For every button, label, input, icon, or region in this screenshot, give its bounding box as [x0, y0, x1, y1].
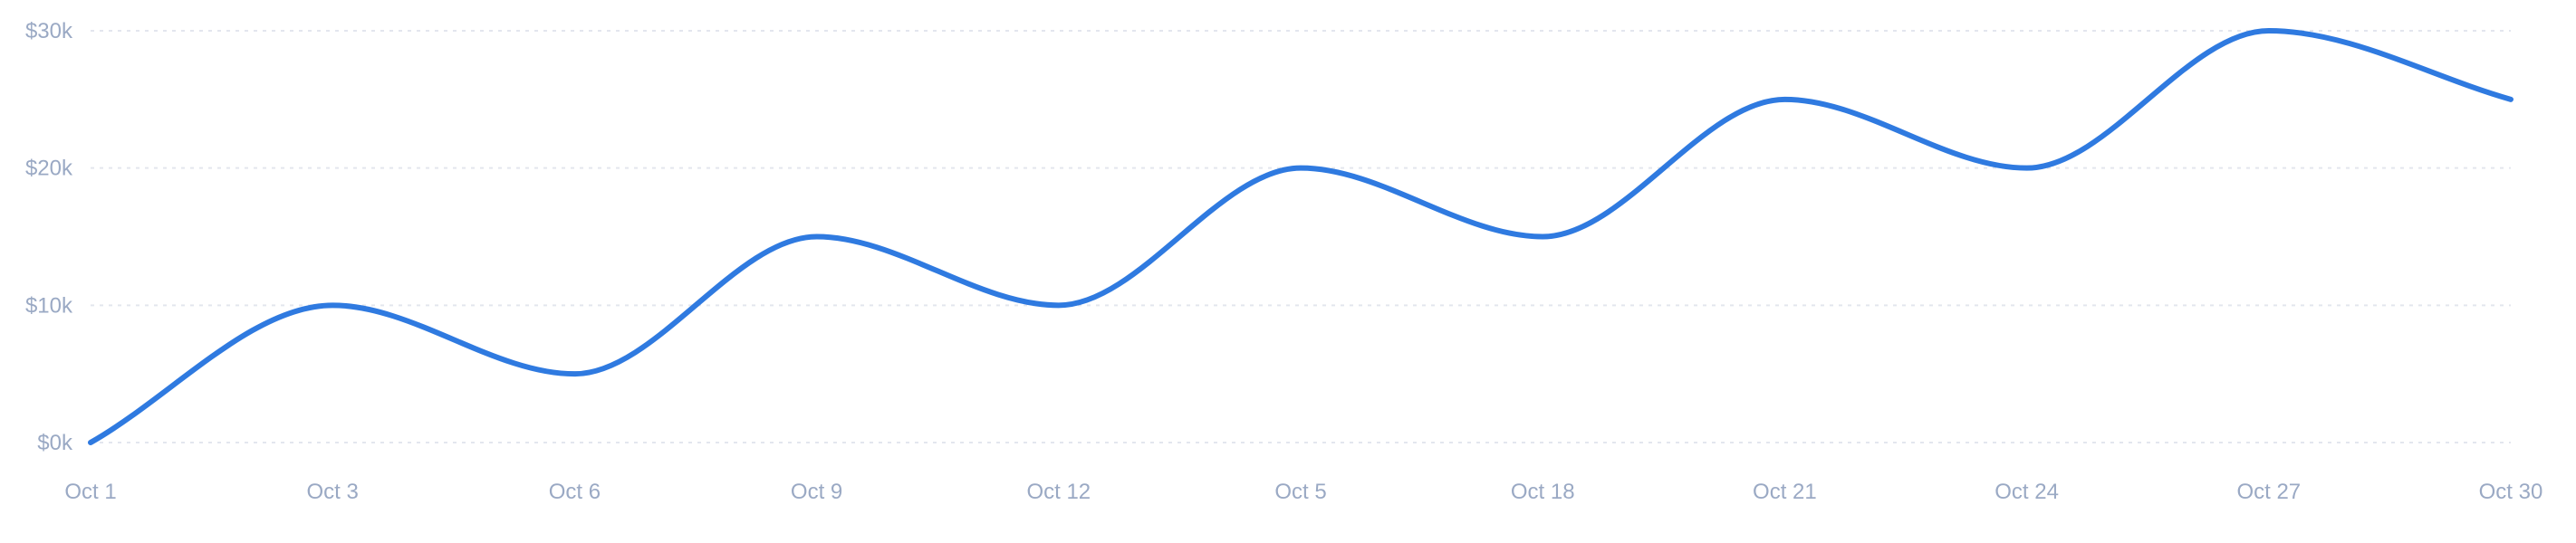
x-tick-label: Oct 3	[307, 480, 359, 504]
y-tick-label: $30k	[25, 19, 73, 43]
x-tick-label: Oct 5	[1274, 480, 1326, 504]
x-tick-label: Oct 24	[1994, 480, 2059, 504]
x-tick-label: Oct 12	[1026, 480, 1091, 504]
x-axis-tick-labels: Oct 1 Oct 3 Oct 6 Oct 9 Oct 12 Oct 5 Oct 18 Oct…	[64, 480, 2542, 504]
x-tick-label: Oct 27	[2236, 480, 2301, 504]
y-axis-tick-labels: $0k $10k $20k $30k	[25, 19, 73, 455]
grid-lines	[91, 30, 2511, 443]
x-tick-label: Oct 21	[1753, 480, 1817, 504]
y-tick-label: $0k	[37, 431, 73, 455]
series-line	[88, 28, 2514, 445]
x-tick-label: Oct 18	[1511, 480, 1575, 504]
x-tick-label: Oct 9	[791, 480, 842, 504]
x-tick-label: Oct 6	[549, 480, 601, 504]
y-tick-label: $20k	[25, 157, 73, 181]
y-tick-label: $10k	[25, 293, 73, 318]
series-group	[88, 28, 2514, 445]
x-tick-label: Oct 30	[2479, 480, 2543, 504]
x-tick-label: Oct 1	[64, 480, 116, 504]
